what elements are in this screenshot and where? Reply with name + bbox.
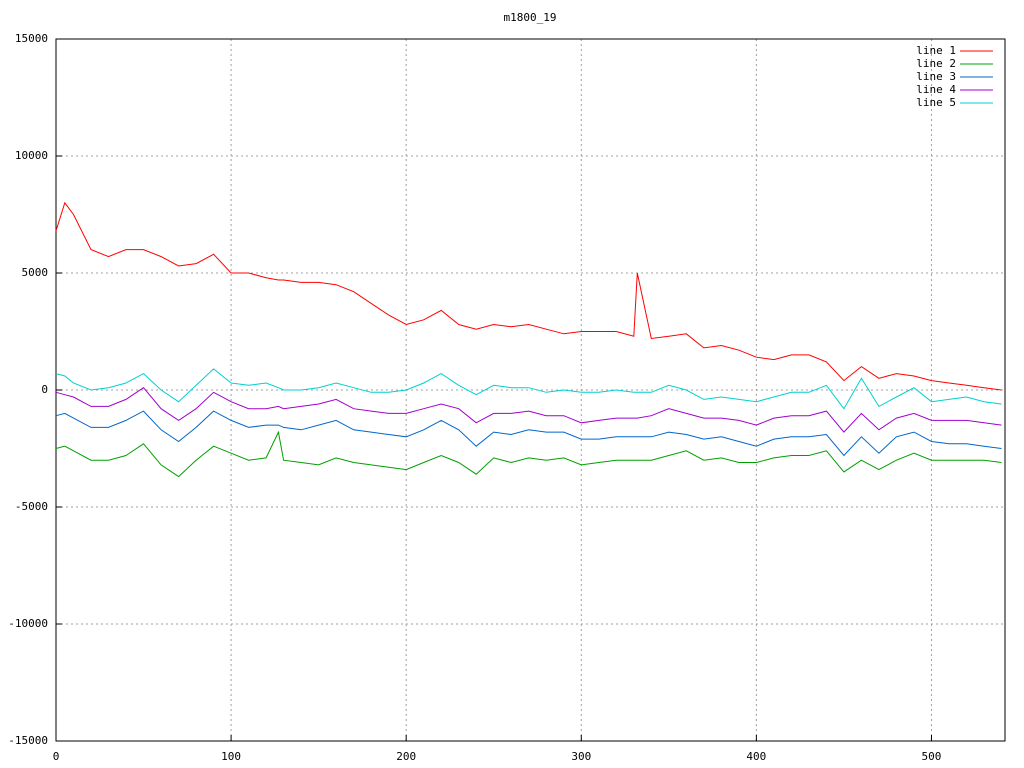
x-tick-label: 0: [53, 750, 60, 763]
series-line: [55, 410, 1002, 457]
y-tick-label: 15000: [15, 32, 48, 45]
series-line: [55, 387, 1002, 433]
series-line: [55, 368, 1002, 410]
y-tick-label: 0: [41, 383, 48, 396]
legend-label: line 2: [916, 57, 956, 70]
y-tick-label: -10000: [8, 617, 48, 630]
y-tick-label: 10000: [15, 149, 48, 162]
y-tick-label: -15000: [8, 734, 48, 747]
legend-label: line 1: [916, 44, 956, 57]
x-tick-label: 500: [922, 750, 942, 763]
x-tick-label: 300: [571, 750, 591, 763]
y-tick-label: 5000: [22, 266, 49, 279]
chart-title: m1800_19: [504, 11, 557, 24]
x-tick-label: 200: [396, 750, 416, 763]
x-tick-label: 400: [746, 750, 766, 763]
x-tick-label: 100: [221, 750, 241, 763]
y-tick-label: -5000: [15, 500, 48, 513]
series-line: [55, 201, 1002, 391]
legend-label: line 4: [916, 83, 956, 96]
plot-frame: [55, 38, 1006, 742]
series-line: [55, 430, 1002, 478]
legend-label: line 3: [916, 70, 956, 83]
legend-label: line 5: [916, 96, 956, 109]
